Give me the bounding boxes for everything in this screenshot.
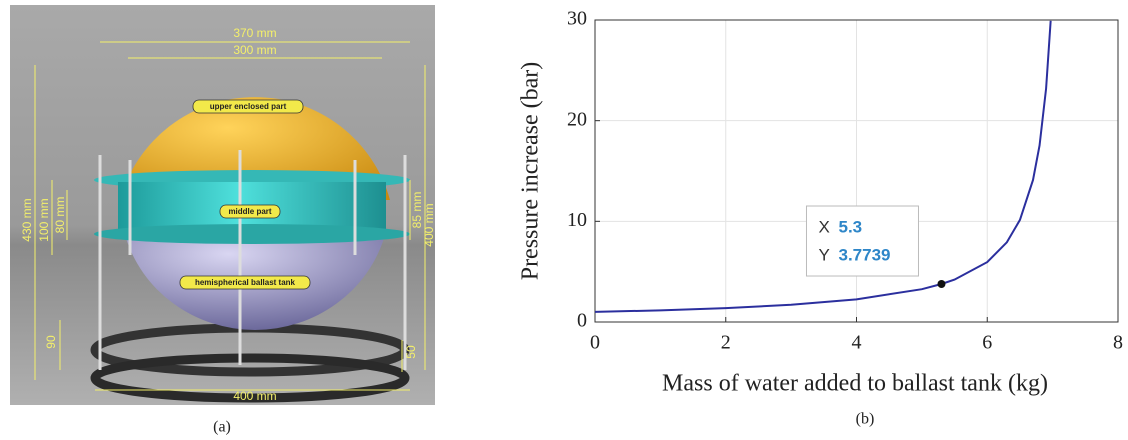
x-tick-label: 8 — [1113, 332, 1123, 354]
dimension: 400 mm — [233, 389, 276, 403]
x-tick-label: 6 — [982, 332, 992, 354]
rods — [98, 150, 407, 370]
y-axis-label: Pressure increase (bar) — [518, 62, 544, 281]
flange — [94, 224, 410, 244]
datatip-value: 3.7739 — [838, 245, 890, 264]
dimension: 50 — [404, 345, 418, 359]
ring — [90, 353, 410, 403]
datatip-box — [805, 205, 919, 277]
x-tick-label: 2 — [721, 332, 731, 354]
dimension: 430 mm — [20, 198, 34, 241]
plot-frame — [594, 19, 1119, 323]
part-label: upper enclosed part — [210, 102, 287, 111]
dimension: 90 — [44, 335, 58, 349]
dimension: 85 mm — [410, 192, 424, 229]
datatip-value: 5.3 — [838, 217, 862, 236]
part-label: middle part — [228, 207, 271, 216]
datatip-label: Y — [818, 245, 829, 264]
y-tick-label: 30 — [567, 8, 587, 30]
x-axis-label: Mass of water added to ballast tank (kg) — [662, 371, 1048, 397]
dimension: 80 mm — [53, 197, 67, 234]
x-tick-label: 0 — [590, 332, 600, 354]
dimension: 400 mm — [422, 203, 436, 246]
datatip-point — [937, 280, 946, 289]
datatip-label: X — [818, 217, 829, 236]
dimension: 100 mm — [37, 198, 51, 241]
label-box — [192, 99, 304, 114]
x-tick-label: 4 — [852, 332, 862, 354]
y-tick-label: 10 — [567, 209, 587, 231]
panel-a: 370 mm 300 mm 430 mm 100 mm 80 mm 85 mm … — [10, 5, 436, 436]
caption: (a) — [213, 419, 231, 436]
part-label: hemispherical ballast tank — [195, 278, 296, 287]
label-box — [179, 275, 311, 290]
dimension: 300 mm — [233, 43, 276, 57]
dimension-lines — [34, 41, 426, 391]
panel-b: Mass of water added to ballast tank (kg)… — [518, 8, 1124, 428]
caption: (b) — [856, 411, 875, 428]
dimension: 370 mm — [233, 26, 276, 40]
data-line — [595, 20, 1052, 313]
label-box — [219, 204, 281, 219]
y-tick-label: 20 — [567, 108, 587, 130]
y-tick-label: 0 — [577, 310, 587, 332]
